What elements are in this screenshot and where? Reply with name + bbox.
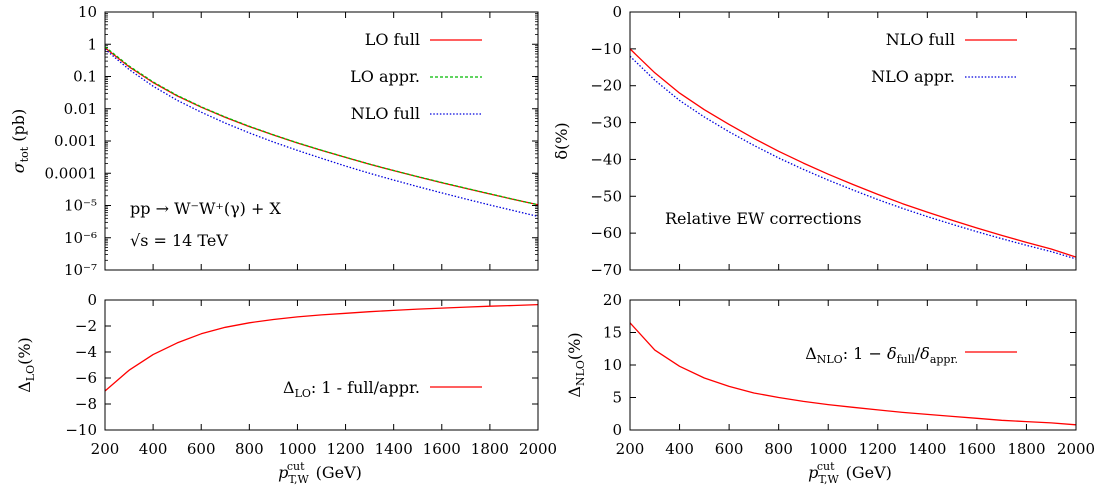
tl-series-line-1 [104, 46, 539, 206]
tr-ytick-label-4: −40 [590, 150, 622, 168]
br-ytick-label-2: 10 [603, 356, 622, 374]
tr-ytick-label-0: 0 [612, 3, 622, 21]
bl-ytick-label-3: −6 [75, 369, 97, 387]
bl-ylabel: ΔLO(%) [15, 337, 37, 393]
br-xtick-label-6: 1400 [908, 440, 946, 458]
br-ytick-label-3: 5 [612, 389, 622, 407]
bl-ytick-label-1: −2 [75, 317, 97, 335]
tl-annotation-energy: √s = 14 TeV [130, 231, 228, 250]
tr-ytick-label-5: −50 [590, 187, 622, 205]
tr-series-line-1 [629, 55, 1077, 260]
tr-ytick-label-3: −30 [590, 114, 622, 132]
br-xtick-label-0: 200 [616, 440, 645, 458]
bl-xtick-label-9: 2000 [519, 440, 557, 458]
tr-legend-label-0: NLO full [886, 30, 955, 49]
br-xtick-label-7: 1600 [958, 440, 996, 458]
br-ytick-label-4: 0 [612, 421, 622, 439]
br-ytick-label-1: 15 [603, 324, 622, 342]
bl-frame [104, 299, 539, 431]
tl-series [104, 46, 539, 218]
tr-series-line-0 [629, 48, 1077, 258]
tr-ytick-label-2: −20 [590, 77, 622, 95]
br-xlabel: pT,Wcut (GeV) [808, 460, 892, 486]
br-xtick-label-8: 1800 [1007, 440, 1045, 458]
bl-xtick-label-1: 400 [139, 440, 168, 458]
tr-ytick-label-6: −60 [590, 224, 622, 242]
tl-ytick-label-4: 0.001 [54, 132, 97, 150]
tr-annotation: Relative EW corrections [665, 209, 862, 228]
br-xtick-label-1: 400 [665, 440, 694, 458]
bl-xtick-label-3: 800 [235, 440, 264, 458]
panel-relative-corrections: 0 −10 −20 −30 −40 −50 −60 −70 δ(%) NLO full NLO… [552, 3, 1077, 279]
bl-ytick-label-4: −8 [75, 395, 97, 413]
tl-ytick-label-1: 1 [87, 35, 97, 53]
tl-ytick-label-0: 10 [78, 3, 97, 21]
bl-legend: ΔLO: 1 - full/appr. [283, 378, 482, 400]
bl-series-line-0 [104, 303, 539, 392]
tl-series-line-2 [104, 48, 539, 218]
bl-xlabel: pT,Wcut (GeV) [278, 460, 362, 486]
br-xtick-label-4: 1000 [809, 440, 847, 458]
br-xtick-label-3: 800 [764, 440, 793, 458]
bl-ytick-label-5: −10 [65, 421, 97, 439]
tl-ytick-label-7: 10⁻⁶ [64, 229, 97, 247]
tr-ytick-label-7: −70 [590, 261, 622, 279]
bl-xtick-label-2: 600 [187, 440, 216, 458]
bl-xtick-label-6: 1400 [375, 440, 413, 458]
bl-legend-label-0: ΔLO: 1 - full/appr. [283, 378, 420, 400]
tr-ticks: 0 −10 −20 −30 −40 −50 −60 −70 [590, 3, 1077, 279]
tl-ytick-label-2: 0.1 [73, 68, 97, 86]
tl-ylabel: σtot (pb) [9, 109, 31, 173]
tl-legend-label-0: LO full [365, 30, 420, 49]
bl-xtick-label-5: 1200 [326, 440, 364, 458]
bl-series [104, 303, 539, 392]
tl-legend: LO full LO appr. NLO full [350, 30, 482, 123]
tl-ytick-label-8: 10⁻⁷ [64, 261, 97, 279]
tl-legend-label-1: LO appr. [350, 67, 420, 86]
tl-ytick-label-3: 0.01 [64, 100, 97, 118]
tr-ytick-label-1: −10 [590, 40, 622, 58]
tl-ytick-label-6: 10⁻⁵ [64, 197, 97, 215]
tr-legend-label-1: NLO appr. [871, 67, 955, 86]
bl-xtick-label-7: 1600 [423, 440, 461, 458]
bl-ytick-label-0: 0 [87, 291, 97, 309]
tr-legend: NLO full NLO appr. [871, 30, 1017, 86]
br-series [629, 322, 1077, 426]
tl-annotation-process: pp → W⁻W⁺(γ) + X [130, 199, 281, 218]
tl-legend-label-2: NLO full [351, 104, 420, 123]
tl-ytick-label-5: 0.0001 [45, 164, 98, 182]
panel-cross-section: 10 1 0.1 0.01 0.001 0.0001 10⁻⁵ 10⁻⁶ 10⁻⁷ σtot (… [9, 3, 539, 279]
tl-series-line-0 [104, 47, 539, 206]
br-xtick-label-5: 1200 [859, 440, 897, 458]
bl-ytick-label-2: −4 [75, 343, 97, 361]
br-ytick-label-0: 20 [603, 291, 622, 309]
br-frame [629, 299, 1077, 431]
br-xtick-label-2: 600 [715, 440, 744, 458]
br-legend: ΔNLO: 1 − δfull/δappr. [805, 344, 1017, 366]
bl-xtick-label-0: 200 [91, 440, 120, 458]
br-series-line-0 [629, 322, 1077, 426]
tl-frame [104, 11, 539, 271]
br-ylabel: ΔNLO(%) [565, 332, 587, 397]
bl-xtick-label-4: 1000 [278, 440, 316, 458]
bl-xtick-label-8: 1800 [471, 440, 509, 458]
br-legend-label-0: ΔNLO: 1 − δfull/δappr. [805, 344, 958, 366]
tr-ylabel: δ(%) [552, 122, 571, 159]
tr-series [629, 48, 1077, 260]
br-xtick-label-9: 2000 [1057, 440, 1095, 458]
tr-frame [629, 11, 1077, 271]
